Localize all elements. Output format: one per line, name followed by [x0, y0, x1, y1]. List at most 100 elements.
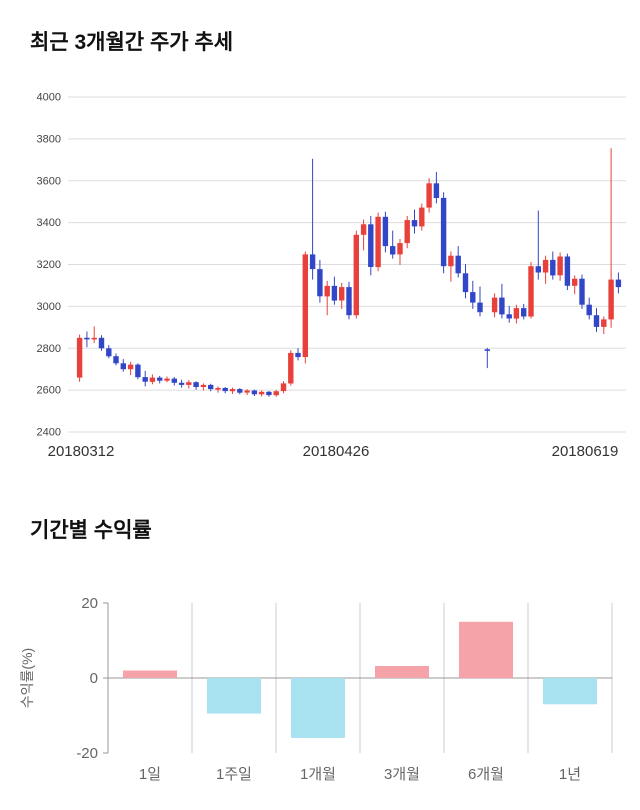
candle-body [280, 383, 287, 392]
candle-body [542, 260, 549, 273]
return-bar [207, 678, 261, 714]
candle-body [521, 308, 527, 317]
candle-body [455, 255, 461, 274]
return-bar [123, 670, 177, 679]
candle-body [404, 220, 410, 244]
candle-body [339, 287, 345, 301]
candle-body [499, 297, 505, 315]
candle-body [397, 243, 403, 255]
candle-body [484, 349, 490, 352]
y-tick-label: 2800 [37, 343, 61, 355]
candle-body [331, 286, 338, 301]
candle-body [513, 308, 520, 319]
category-label: 1주일 [216, 766, 252, 783]
candle-body [353, 234, 359, 316]
y-tick-label: 20 [81, 595, 98, 612]
candle-body [572, 278, 578, 286]
candle-body [135, 364, 141, 378]
category-label: 1개월 [300, 766, 336, 783]
return-bar [459, 622, 513, 679]
candle-body [76, 337, 83, 378]
y-tick-label: 3600 [37, 175, 61, 187]
price-candlestick-chart: 2400 2600 2800 3000 3200 3400 3600 3800 4000 2018… [37, 92, 626, 460]
returns-chart-title: 기간별 수익률 [30, 519, 152, 543]
y-tick-label: -20 [76, 745, 98, 762]
y-tick-label: 4000 [37, 92, 61, 104]
candle-body [84, 337, 90, 340]
x-tick-label: 20180619 [552, 443, 619, 460]
candle-body [273, 391, 279, 396]
candle-body [557, 256, 563, 276]
candle-body [426, 183, 432, 208]
candle-body [200, 385, 207, 388]
candle-body [164, 378, 170, 381]
return-bar [375, 666, 429, 679]
candle-body [433, 183, 440, 199]
candle-body [477, 302, 483, 313]
return-bar [291, 678, 345, 739]
candle-body [237, 389, 243, 393]
candle-body [309, 254, 316, 270]
y-tick-label: 3800 [37, 134, 61, 146]
candle-body [106, 348, 112, 357]
y-axis-title: 수익률(%) [19, 648, 35, 708]
candle-body [193, 382, 199, 388]
candle-body [324, 286, 330, 297]
candle-body [470, 292, 476, 303]
candle-body [222, 388, 228, 392]
candle-body [317, 269, 323, 297]
candle-body [535, 266, 541, 273]
candle-body [564, 256, 571, 286]
candle-body [390, 246, 396, 255]
candle-body [550, 260, 556, 276]
category-label: 1일 [139, 766, 161, 783]
candle-body [419, 207, 425, 227]
candle-body [186, 382, 192, 386]
return-bar [543, 678, 597, 705]
candle-body [491, 297, 498, 313]
candle-body [586, 304, 592, 316]
candle-body [593, 315, 600, 328]
candle-body [171, 378, 177, 383]
candle-body [448, 255, 454, 267]
candle-body [302, 254, 308, 358]
candle-body [178, 382, 185, 386]
y-tick-label: 3400 [37, 217, 61, 229]
candle-body [579, 278, 585, 305]
y-tick-label: 3000 [37, 301, 61, 313]
price-chart-title: 최근 3개월간 주가 추세 [30, 31, 234, 54]
candle-body [229, 389, 236, 392]
candle-body [208, 385, 214, 390]
candle-body [440, 198, 447, 267]
x-tick-label: 20180426 [303, 443, 370, 460]
candle-body [113, 356, 119, 364]
y-tick-label: 2600 [37, 385, 61, 397]
candle-body [601, 319, 607, 328]
candle-body [91, 337, 97, 340]
category-label: 1년 [559, 766, 581, 783]
candle-body [251, 390, 258, 395]
candle-body [382, 216, 389, 247]
y-tick-label: 0 [90, 670, 98, 687]
candle-body [258, 391, 265, 395]
candle-body [295, 353, 301, 358]
period-returns-bar-chart: 20 0 -20 1일 1주일 1개월 3개월 6개월 1년 수익률(%) [19, 595, 613, 783]
candle-body [244, 390, 250, 393]
candle-body [120, 363, 126, 370]
candle-body [215, 388, 221, 390]
candle-body [346, 287, 352, 316]
candle-body [98, 337, 105, 349]
candle-body [142, 377, 148, 382]
candle-body [375, 216, 381, 268]
y-tick-label: 3200 [37, 259, 61, 271]
x-tick-label: 20180312 [48, 443, 115, 460]
candle-body [127, 364, 134, 370]
candle-body [528, 266, 534, 317]
candle-body [506, 314, 512, 319]
candle-body [615, 279, 622, 288]
candle-body [288, 353, 294, 384]
candle-body [157, 377, 163, 381]
candle-body [360, 224, 367, 235]
candle-body [149, 377, 156, 382]
y-tick-label: 2400 [37, 427, 61, 439]
